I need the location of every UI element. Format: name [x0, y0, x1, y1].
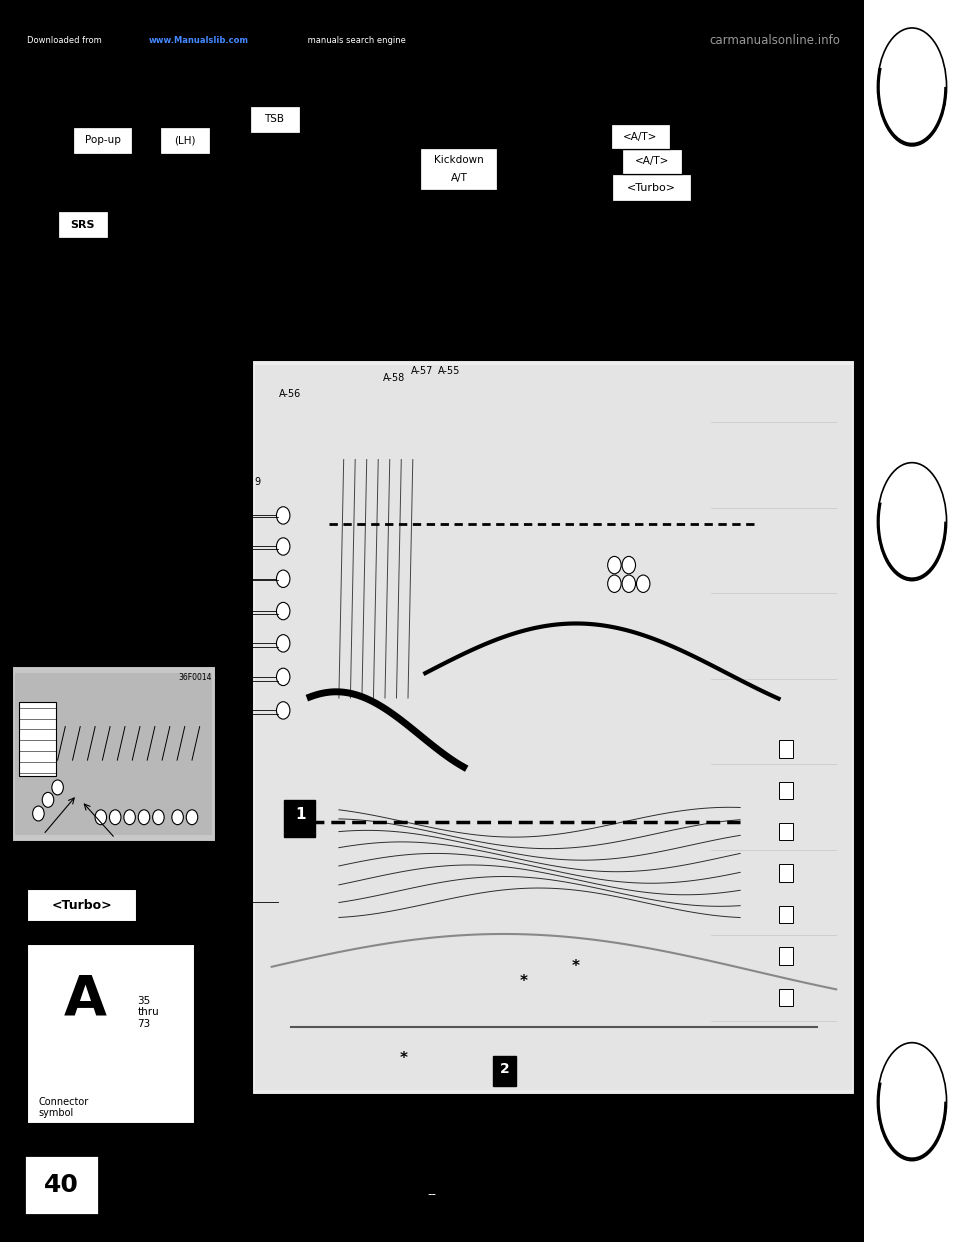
Circle shape [33, 806, 44, 821]
Circle shape [622, 575, 636, 592]
Text: (LH): (LH) [175, 135, 196, 145]
Circle shape [608, 556, 621, 574]
Circle shape [95, 810, 107, 825]
Text: A/T: A/T [450, 173, 468, 183]
Text: <A/T>: <A/T> [623, 132, 658, 142]
Text: Connector
symbol: Connector symbol [38, 1097, 88, 1118]
Text: TSB: TSB [265, 114, 284, 124]
Bar [73, 127, 132, 154]
Text: A-57: A-57 [411, 366, 434, 376]
Ellipse shape [877, 462, 947, 581]
Text: A-66: A-66 [224, 709, 248, 719]
Text: Kickdown: Kickdown [434, 155, 484, 165]
Text: SRS: SRS [70, 220, 95, 230]
Circle shape [109, 810, 121, 825]
Circle shape [276, 507, 290, 524]
Bar [58, 211, 108, 238]
Text: 1: 1 [296, 807, 305, 822]
Bar [27, 944, 195, 1124]
Text: A-64: A-64 [224, 642, 248, 652]
Bar [611, 124, 670, 149]
Bar [24, 1155, 99, 1215]
Text: |: | [511, 112, 516, 127]
Text: 36F0014: 36F0014 [179, 673, 212, 682]
Circle shape [42, 792, 54, 807]
Text: A-56: A-56 [278, 389, 301, 399]
Text: *: * [399, 1051, 407, 1066]
Circle shape [186, 810, 198, 825]
Circle shape [276, 538, 290, 555]
Bar [612, 174, 691, 201]
Text: *: * [519, 974, 527, 989]
Circle shape [153, 810, 164, 825]
Ellipse shape [877, 27, 947, 145]
Bar [779, 781, 793, 799]
Bar [250, 106, 300, 133]
Circle shape [276, 668, 290, 686]
Ellipse shape [877, 1043, 947, 1160]
Text: www.Manualslib.com: www.Manualslib.com [149, 36, 249, 46]
Circle shape [172, 810, 183, 825]
Text: 2: 2 [500, 1062, 510, 1077]
Text: A-58: A-58 [382, 373, 405, 383]
Bar [27, 889, 137, 922]
Bar [19, 702, 56, 776]
Text: <Turbo>: <Turbo> [627, 183, 677, 193]
Text: --: -- [427, 1189, 437, 1201]
Text: <Turbo>: <Turbo> [51, 899, 112, 912]
Circle shape [276, 635, 290, 652]
Bar [779, 948, 793, 965]
Circle shape [124, 810, 135, 825]
Text: 40: 40 [44, 1172, 79, 1197]
Text: A: A [63, 972, 107, 1027]
Bar [779, 905, 793, 923]
Bar [284, 800, 315, 837]
Text: A-68: A-68 [224, 897, 248, 907]
Text: A-63: A-63 [224, 609, 248, 619]
Bar [779, 864, 793, 882]
Bar [622, 149, 682, 174]
Circle shape [276, 570, 290, 587]
Bar [420, 148, 497, 190]
Bar [160, 127, 210, 154]
Circle shape [636, 575, 650, 592]
Text: A-55: A-55 [438, 366, 461, 376]
Text: Downloaded from: Downloaded from [27, 36, 105, 46]
Circle shape [276, 702, 290, 719]
Text: 9: 9 [254, 477, 260, 487]
Text: carmanualsonline.info: carmanualsonline.info [709, 35, 840, 47]
Circle shape [52, 780, 63, 795]
Text: A-60: A-60 [224, 512, 248, 522]
Text: A-65: A-65 [224, 676, 248, 686]
Circle shape [622, 556, 636, 574]
Circle shape [138, 810, 150, 825]
Text: *: * [572, 959, 580, 974]
Circle shape [276, 602, 290, 620]
Bar [255, 365, 852, 1090]
Text: Pop-up: Pop-up [84, 135, 121, 145]
Bar [779, 740, 793, 758]
Bar [779, 823, 793, 841]
Bar [252, 360, 855, 1095]
Text: A-62: A-62 [224, 575, 248, 585]
Circle shape [608, 575, 621, 592]
Text: 35
thru
73: 35 thru 73 [137, 996, 159, 1028]
Text: <A/T>: <A/T> [635, 156, 669, 166]
Text: A-61: A-61 [224, 544, 248, 554]
Bar [493, 1056, 516, 1086]
Bar [15, 673, 212, 835]
Text: manuals search engine: manuals search engine [305, 36, 406, 46]
Bar [779, 989, 793, 1006]
Bar [12, 666, 216, 842]
Bar [864, 0, 960, 1242]
